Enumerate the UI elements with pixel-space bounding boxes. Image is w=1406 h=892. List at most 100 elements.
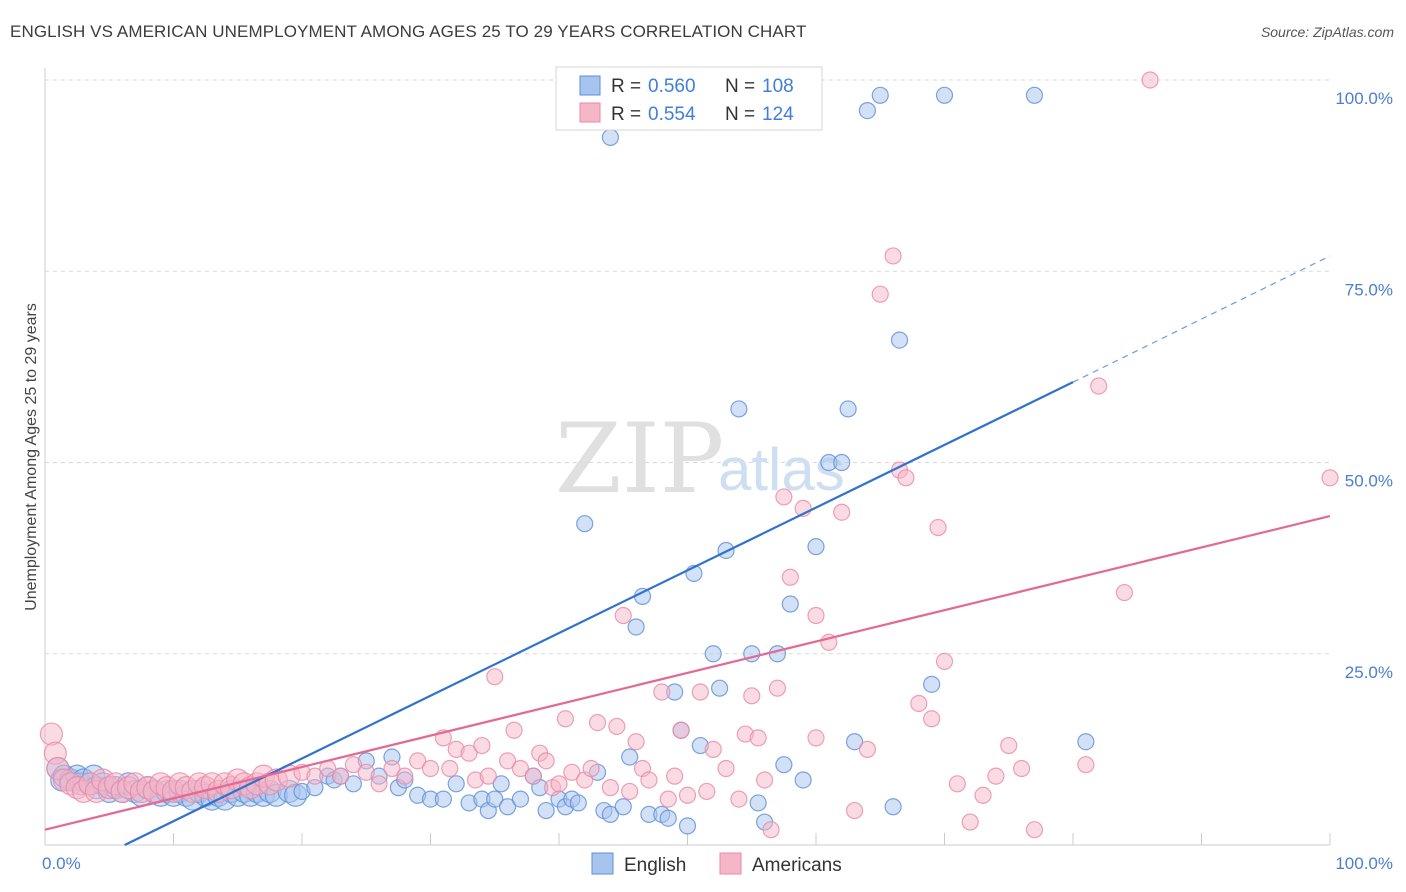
x-tick-label: 0.0% bbox=[42, 854, 81, 873]
americans-point bbox=[370, 775, 388, 793]
english-point bbox=[511, 790, 530, 808]
americans-point bbox=[1115, 583, 1134, 602]
english-legend-swatch bbox=[579, 75, 601, 96]
english-point bbox=[775, 756, 793, 774]
americans-point bbox=[858, 740, 877, 758]
english-point bbox=[730, 400, 748, 418]
americans-series-label: Americans bbox=[752, 855, 842, 876]
americans-trend-line bbox=[44, 514, 1331, 831]
americans-point bbox=[505, 721, 523, 739]
americans-point bbox=[486, 668, 504, 686]
americans-point bbox=[935, 652, 954, 671]
americans-point bbox=[621, 782, 639, 801]
english-trend-extension bbox=[1072, 255, 1331, 383]
americans-point bbox=[845, 801, 864, 820]
americans-n-value: 124 bbox=[762, 104, 794, 125]
americans-r-value: 0.554 bbox=[648, 104, 696, 125]
english-point bbox=[344, 775, 362, 793]
americans-point bbox=[833, 503, 851, 521]
english-point bbox=[601, 805, 620, 824]
americans-n-label: N = bbox=[725, 104, 755, 125]
americans-point bbox=[357, 763, 375, 781]
english-point bbox=[492, 775, 510, 793]
americans-point bbox=[743, 687, 761, 705]
americans-point bbox=[331, 767, 350, 785]
americans-point bbox=[948, 775, 966, 793]
english-point bbox=[923, 675, 941, 693]
americans-point bbox=[421, 759, 440, 778]
y-tick-label: 100.0% bbox=[1335, 89, 1393, 108]
americans-point bbox=[1000, 736, 1018, 755]
americans-point bbox=[383, 759, 401, 778]
americans-point bbox=[588, 713, 607, 732]
english-point bbox=[659, 809, 677, 827]
americans-point bbox=[961, 813, 979, 831]
english-point bbox=[890, 331, 909, 349]
americans-points bbox=[39, 71, 1339, 839]
americans-point bbox=[396, 767, 414, 785]
americans-point bbox=[1090, 377, 1108, 395]
americans-point bbox=[1141, 71, 1159, 89]
americans-point bbox=[601, 779, 620, 797]
stats-legend: R = 0.560 N = 108 R = 0.554 N = 124 bbox=[555, 66, 823, 131]
americans-point bbox=[717, 759, 735, 778]
english-point bbox=[768, 645, 787, 663]
americans-point bbox=[807, 606, 825, 625]
americans-point bbox=[691, 683, 709, 701]
y-tick-label: 75.0% bbox=[1345, 280, 1393, 299]
english-r-value: 0.560 bbox=[648, 76, 696, 97]
americans-point bbox=[704, 740, 722, 758]
english-n-value: 108 bbox=[762, 76, 794, 97]
english-point bbox=[711, 679, 729, 697]
americans-point bbox=[306, 767, 324, 785]
english-point bbox=[704, 645, 722, 663]
english-point bbox=[614, 798, 632, 816]
americans-point bbox=[441, 759, 459, 778]
english-r-label: R = bbox=[611, 76, 641, 97]
americans-legend-swatch bbox=[579, 102, 601, 123]
english-point bbox=[884, 798, 902, 816]
americans-point bbox=[659, 790, 677, 808]
americans-point bbox=[698, 782, 716, 801]
english-point bbox=[858, 101, 877, 120]
english-point bbox=[537, 801, 555, 820]
americans-point bbox=[807, 729, 825, 747]
axes bbox=[44, 68, 1330, 846]
americans-point bbox=[730, 790, 748, 808]
americans-point bbox=[627, 733, 645, 751]
americans-point bbox=[775, 488, 793, 506]
english-point bbox=[833, 453, 851, 472]
americans-series-swatch bbox=[719, 852, 742, 875]
americans-point bbox=[1012, 759, 1031, 778]
americans-point bbox=[344, 756, 362, 774]
english-point bbox=[749, 794, 767, 812]
english-point bbox=[781, 595, 799, 613]
americans-point bbox=[762, 821, 780, 839]
americans-point bbox=[781, 568, 799, 586]
americans-point bbox=[409, 752, 427, 770]
americans-point bbox=[614, 606, 632, 625]
english-point bbox=[499, 798, 517, 816]
americans-point bbox=[479, 767, 497, 785]
americans-point bbox=[1321, 469, 1339, 487]
tick-labels: 25.0% 50.0% 75.0% 100.0% 0.0% 100.0% bbox=[42, 89, 1393, 873]
english-point bbox=[601, 128, 620, 146]
english-point bbox=[569, 794, 587, 812]
americans-point bbox=[1077, 756, 1095, 774]
english-point bbox=[807, 538, 825, 556]
americans-point bbox=[897, 469, 915, 487]
english-point bbox=[621, 748, 639, 766]
americans-r-label: R = bbox=[611, 104, 641, 125]
americans-point bbox=[768, 679, 787, 697]
americans-point bbox=[910, 694, 928, 713]
americans-point bbox=[666, 767, 684, 785]
americans-point bbox=[987, 767, 1005, 785]
americans-point bbox=[974, 786, 992, 804]
english-point bbox=[576, 515, 594, 533]
english-point bbox=[1025, 86, 1044, 104]
y-tick-label: 50.0% bbox=[1345, 472, 1393, 491]
americans-point bbox=[537, 752, 555, 770]
americans-point bbox=[923, 710, 941, 728]
chart-title: ENGLISH VS AMERICAN UNEMPLOYMENT AMONG A… bbox=[10, 22, 807, 41]
